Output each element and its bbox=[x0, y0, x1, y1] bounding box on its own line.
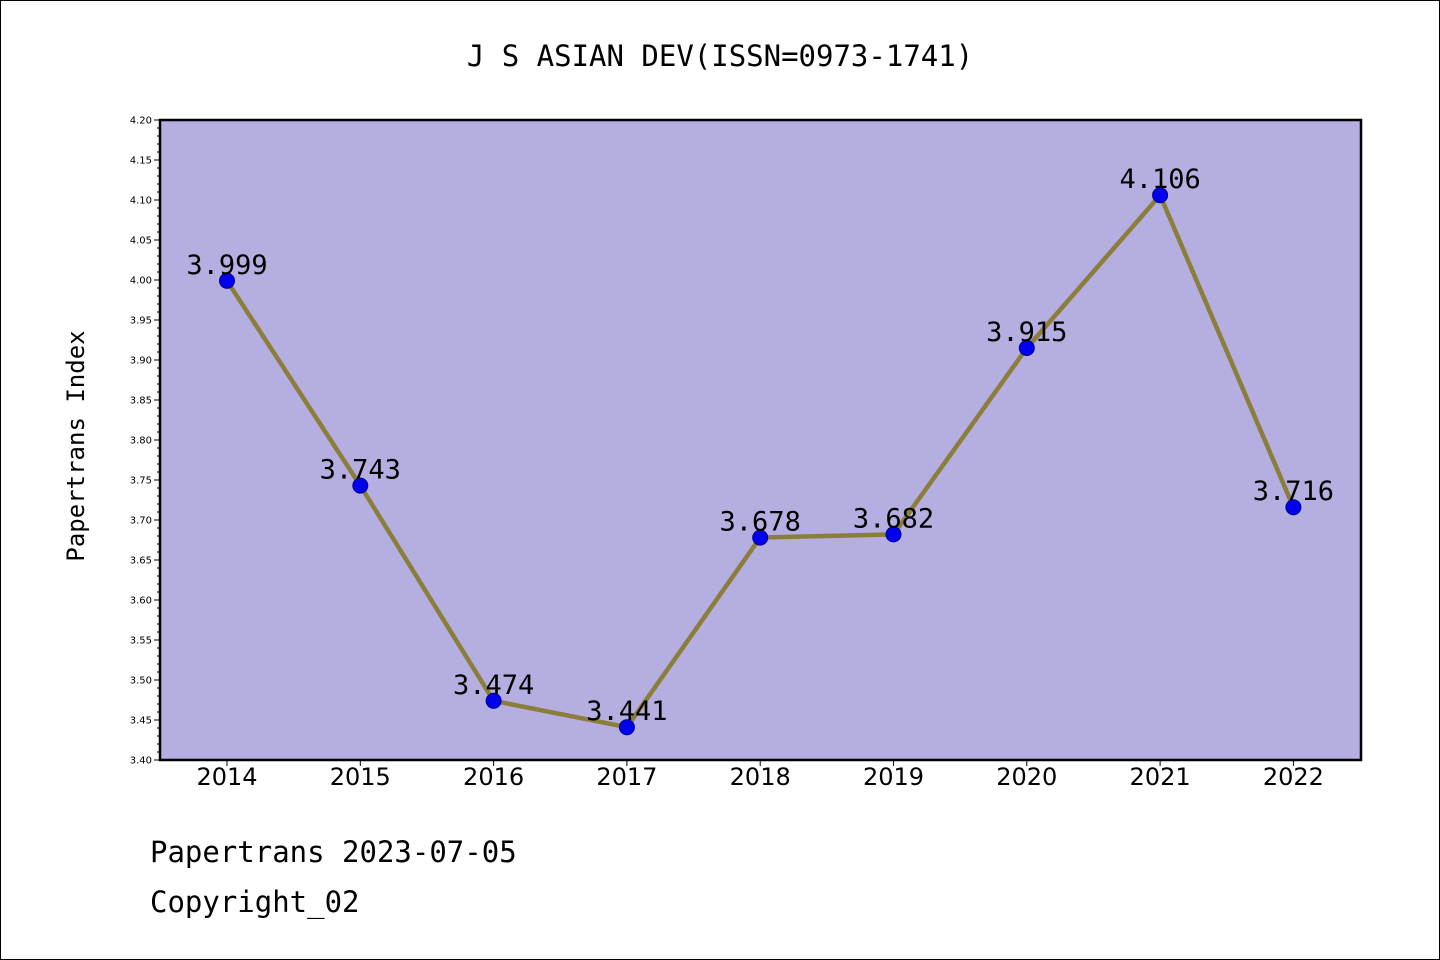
y-tick-label: 3.40 bbox=[130, 756, 152, 767]
y-tick-label: 3.95 bbox=[130, 316, 152, 327]
data-point-marker bbox=[485, 692, 502, 709]
y-tick-label: 3.60 bbox=[130, 596, 152, 607]
data-label: 3.678 bbox=[720, 507, 801, 538]
y-tick-label: 3.90 bbox=[130, 356, 152, 367]
y-tick-label: 3.85 bbox=[130, 396, 152, 407]
y-tick-label: 4.05 bbox=[130, 236, 152, 247]
plot-background bbox=[160, 120, 1361, 760]
data-label: 3.682 bbox=[853, 503, 934, 534]
y-tick-label: 3.50 bbox=[130, 676, 152, 687]
data-label: 3.441 bbox=[586, 696, 667, 727]
data-point-marker bbox=[752, 529, 769, 546]
y-tick-label: 3.70 bbox=[130, 516, 152, 527]
y-tick-label: 3.75 bbox=[130, 476, 152, 487]
x-tick-label: 2017 bbox=[596, 763, 657, 791]
y-tick-label: 3.45 bbox=[130, 716, 152, 727]
data-point-marker bbox=[1018, 340, 1035, 356]
x-tick-label: 2016 bbox=[463, 763, 524, 791]
footer-copyright-text: Copyright_02 bbox=[150, 885, 360, 919]
data-label: 3.716 bbox=[1253, 476, 1334, 507]
y-tick-label: 3.55 bbox=[130, 636, 152, 647]
data-point-marker bbox=[618, 719, 635, 736]
data-point-marker bbox=[885, 526, 902, 543]
data-label: 4.106 bbox=[1119, 164, 1200, 195]
data-point-marker bbox=[352, 477, 369, 494]
data-label: 3.743 bbox=[320, 455, 401, 486]
x-tick-label: 2021 bbox=[1130, 763, 1191, 791]
x-tick-label: 2019 bbox=[863, 763, 924, 791]
x-tick-label: 2020 bbox=[996, 763, 1057, 791]
y-tick-label: 4.00 bbox=[130, 276, 152, 287]
footer-date-text: Papertrans 2023-07-05 bbox=[150, 835, 517, 869]
data-point-marker bbox=[219, 272, 235, 289]
plot-border bbox=[158, 118, 1363, 762]
data-label: 3.915 bbox=[986, 317, 1067, 348]
chart-title: J S ASIAN DEV(ISSN=0973-1741) bbox=[467, 39, 973, 73]
plot-area: 3.40 3.45 3.50 3.55 3.60 3.65 3.70 3.75 3.80 3.85… bbox=[130, 116, 1363, 791]
y-tick-label: 3.80 bbox=[130, 436, 152, 447]
y-tick-label: 4.15 bbox=[130, 156, 152, 167]
data-label: 3.474 bbox=[453, 670, 534, 701]
x-tick-label: 2022 bbox=[1263, 763, 1324, 791]
x-tick-label: 2014 bbox=[196, 763, 257, 791]
y-axis-label: Papertrans Index bbox=[62, 330, 90, 561]
y-tick-label: 4.10 bbox=[130, 196, 152, 207]
x-tick-label: 2018 bbox=[730, 763, 791, 791]
data-label: 3.999 bbox=[186, 250, 267, 281]
data-point-marker bbox=[1285, 499, 1302, 516]
y-tick-label: 4.20 bbox=[130, 116, 152, 127]
data-point-marker bbox=[1152, 187, 1169, 204]
x-tick-label: 2015 bbox=[330, 763, 391, 791]
y-tick-label: 3.65 bbox=[130, 556, 152, 567]
